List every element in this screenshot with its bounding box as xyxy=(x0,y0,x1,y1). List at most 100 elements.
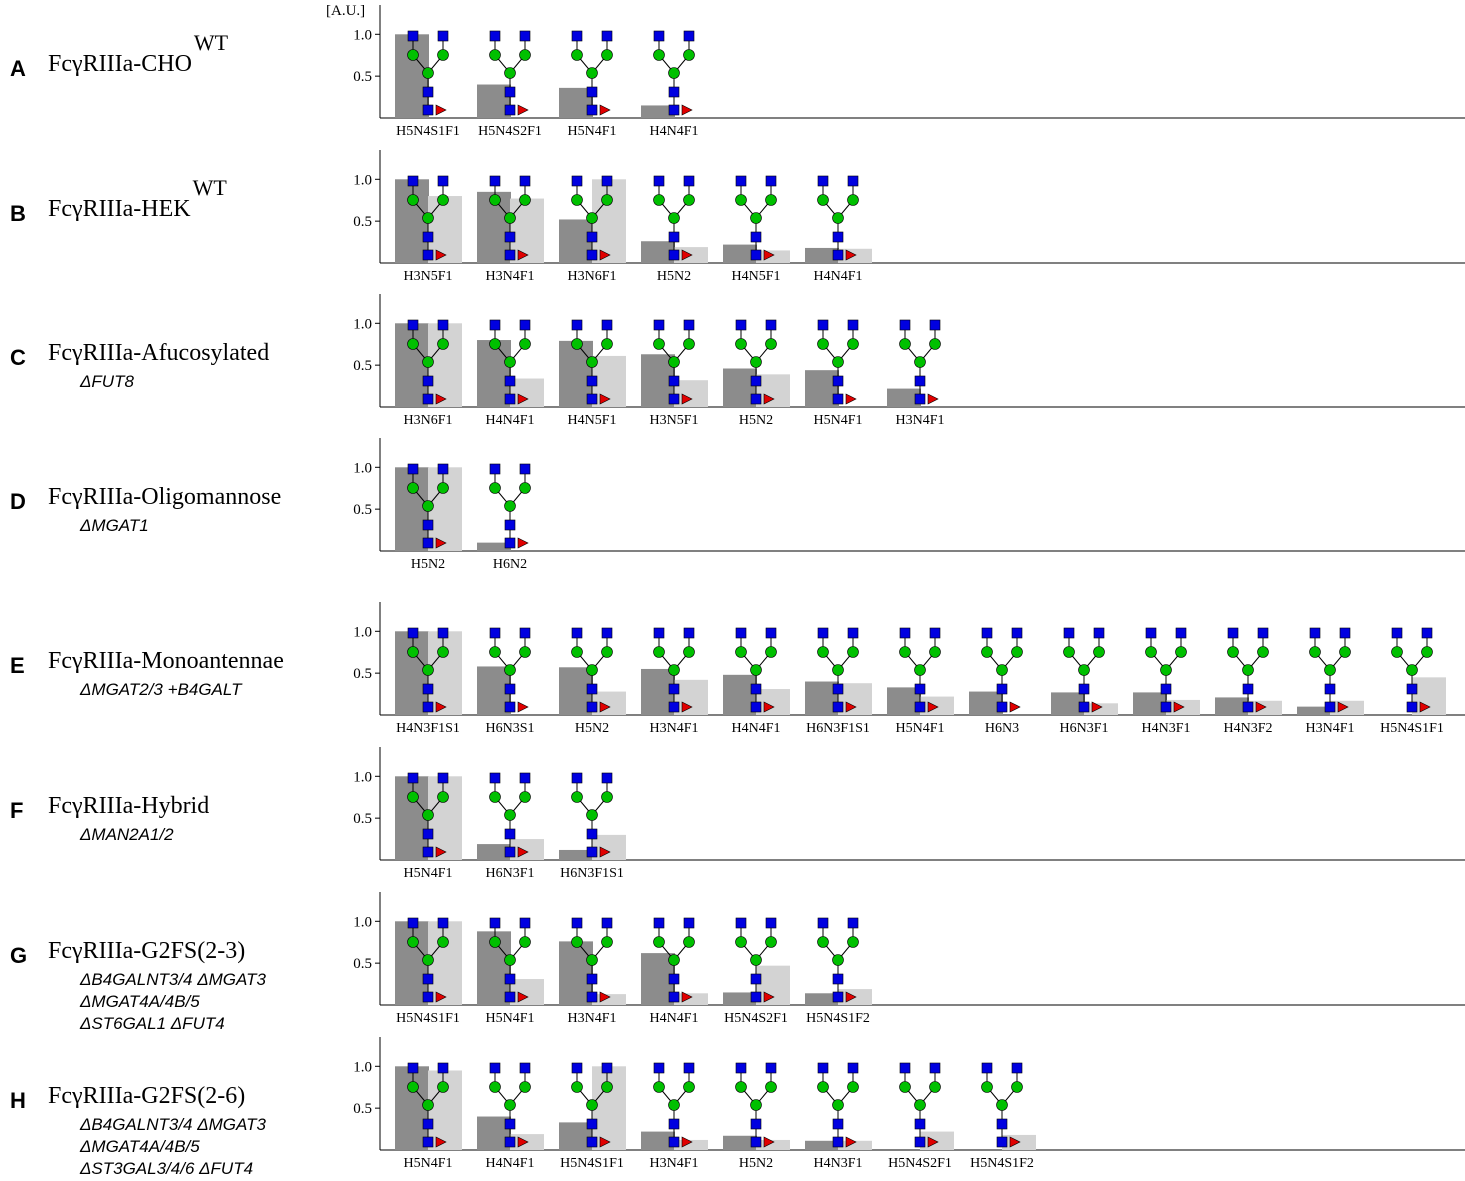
mannose xyxy=(422,809,434,821)
glcnac xyxy=(586,1136,598,1148)
panel-subtitle: ΔST3GAL3/4/6 ΔFUT4 xyxy=(79,1159,253,1178)
glcnac xyxy=(832,375,844,387)
bar xyxy=(510,979,544,1005)
glcnac xyxy=(817,175,829,187)
glcnac xyxy=(422,683,434,695)
bar xyxy=(674,993,708,1005)
panel-subtitle: ΔMGAT4A/4B/5 xyxy=(79,1137,200,1156)
x-tick-label: H4N3F1S1 xyxy=(396,721,460,736)
mannose xyxy=(847,1081,859,1093)
glcnac xyxy=(832,1118,844,1130)
mannose xyxy=(504,1099,516,1111)
glycan-icon xyxy=(1063,627,1105,713)
mannose xyxy=(489,482,501,494)
glcnac xyxy=(832,683,844,695)
x-tick-label: H3N4F1 xyxy=(567,1011,616,1026)
mannose xyxy=(504,212,516,224)
mannose xyxy=(750,1099,762,1111)
fucose xyxy=(599,249,611,261)
bar xyxy=(887,388,921,407)
glcnac xyxy=(817,319,829,331)
bar xyxy=(1084,703,1118,715)
x-tick-label: H6N3S1 xyxy=(485,721,534,736)
glycan-icon xyxy=(899,1062,941,1148)
x-tick-label: H6N3F1 xyxy=(485,866,534,881)
glcnac xyxy=(981,627,993,639)
glcnac xyxy=(422,701,434,713)
y-tick-label: 1.0 xyxy=(353,460,372,476)
glcnac xyxy=(1011,1062,1023,1074)
fucose xyxy=(1255,701,1267,713)
glcnac xyxy=(653,30,665,42)
mannose xyxy=(683,936,695,948)
x-tick-label: H3N4F1 xyxy=(485,269,534,284)
x-tick-label: H5N4S1F1 xyxy=(560,1156,624,1171)
mannose xyxy=(1227,646,1239,658)
glcnac xyxy=(817,627,829,639)
mannose xyxy=(586,212,598,224)
x-tick-label: H4N5F1 xyxy=(731,269,780,284)
fucose xyxy=(845,249,857,261)
mannose xyxy=(765,646,777,658)
glycan-icon xyxy=(1309,627,1351,713)
fucose xyxy=(681,991,693,1003)
glycan-icon xyxy=(735,1062,777,1148)
x-tick-label: H3N6F1 xyxy=(403,413,452,428)
fucose xyxy=(517,104,529,116)
glycan-icon xyxy=(653,1062,695,1148)
mannose xyxy=(489,338,501,350)
mannose xyxy=(817,646,829,658)
x-tick-label: H4N3F2 xyxy=(1223,721,1272,736)
glcnac xyxy=(899,319,911,331)
glcnac xyxy=(750,701,762,713)
glycan-icon xyxy=(735,627,777,713)
mannose xyxy=(571,49,583,61)
glcnac xyxy=(1324,701,1336,713)
fucose xyxy=(599,991,611,1003)
mannose xyxy=(601,49,613,61)
fucose xyxy=(681,249,693,261)
mannose xyxy=(817,1081,829,1093)
x-tick-label: H5N2 xyxy=(411,557,445,572)
glcnac xyxy=(601,772,613,784)
y-tick-label: 0.5 xyxy=(353,69,372,85)
x-tick-label: H4N3F1 xyxy=(813,1156,862,1171)
glycan-icon xyxy=(407,319,449,405)
glcnac xyxy=(519,627,531,639)
bar xyxy=(592,1066,626,1150)
glcnac xyxy=(504,973,516,985)
bar xyxy=(592,179,626,263)
glcnac xyxy=(601,30,613,42)
glcnac xyxy=(422,846,434,858)
glcnac xyxy=(422,1136,434,1148)
bar xyxy=(756,374,790,407)
bar xyxy=(592,994,626,1005)
x-tick-label: H5N4F1 xyxy=(403,1156,452,1171)
fucose xyxy=(517,701,529,713)
bar xyxy=(756,965,790,1005)
mannose xyxy=(504,67,516,79)
panel-subtitle: ΔMGAT4A/4B/5 xyxy=(79,992,200,1011)
mannose xyxy=(422,67,434,79)
glcnac xyxy=(504,104,516,116)
x-tick-label: H4N4F1 xyxy=(485,1156,534,1171)
glcnac xyxy=(1063,627,1075,639)
glcnac xyxy=(437,917,449,929)
fucose xyxy=(845,701,857,713)
glcnac xyxy=(601,917,613,929)
mannose xyxy=(489,791,501,803)
fucose xyxy=(927,1136,939,1148)
glcnac xyxy=(489,175,501,187)
mannose xyxy=(437,791,449,803)
x-tick-label: H4N4F1 xyxy=(649,1011,698,1026)
glcnac xyxy=(653,917,665,929)
glcnac xyxy=(1227,627,1239,639)
mannose xyxy=(1063,646,1075,658)
bar xyxy=(477,844,511,860)
glcnac xyxy=(504,701,516,713)
glcnac xyxy=(586,701,598,713)
glcnac xyxy=(571,917,583,929)
glcnac xyxy=(504,231,516,243)
glycan-icon xyxy=(407,463,449,549)
mannose xyxy=(489,194,501,206)
